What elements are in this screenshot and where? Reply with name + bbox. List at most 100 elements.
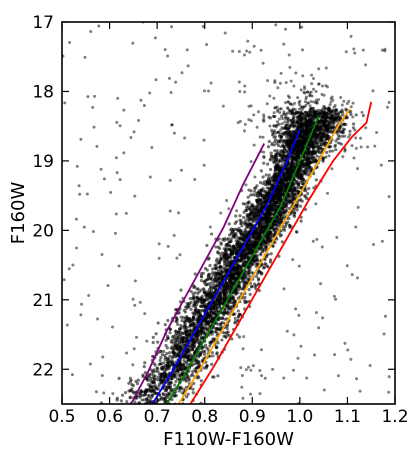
scatter-point	[127, 411, 130, 414]
scatter-point	[266, 221, 270, 225]
scatter-point	[177, 311, 181, 315]
scatter-point	[274, 164, 278, 169]
scatter-point	[173, 355, 178, 359]
scatter-point	[193, 358, 197, 362]
scatter-point	[285, 139, 289, 143]
scatter-point	[215, 257, 219, 261]
scatter-point	[167, 381, 171, 385]
scatter-point	[186, 392, 190, 396]
scatter-point	[268, 167, 273, 172]
scatter-point	[247, 219, 251, 223]
scatter-point	[131, 410, 134, 413]
scatter-point	[292, 150, 296, 154]
scatter-point	[221, 287, 225, 291]
scatter-point	[151, 340, 155, 345]
scatter-point	[286, 220, 290, 224]
scatter-point	[276, 139, 281, 143]
scatter-point	[294, 155, 298, 159]
scatter-point	[233, 316, 237, 321]
scatter-point	[277, 199, 282, 203]
scatter-point	[131, 410, 134, 413]
scatter-point	[282, 177, 286, 182]
scatter-point	[349, 112, 353, 116]
scatter-point	[254, 274, 259, 278]
scatter-point	[196, 287, 200, 291]
scatter-point	[140, 409, 143, 412]
scatter-point	[205, 277, 210, 281]
scatter-point	[248, 274, 252, 278]
scatter-point	[284, 205, 289, 209]
scatter-point	[249, 193, 253, 197]
scatter-point	[156, 378, 160, 382]
scatter-point	[158, 350, 163, 354]
scatter-point	[284, 184, 288, 189]
scatter-point	[314, 178, 318, 182]
scatter-point	[302, 179, 306, 183]
scatter-point	[250, 240, 254, 244]
scatter-point	[218, 328, 222, 332]
scatter-point	[261, 218, 265, 222]
scatter-point	[203, 266, 208, 271]
scatter-point	[230, 294, 234, 298]
scatter-point	[149, 385, 153, 389]
scatter-point	[307, 186, 311, 191]
scatter-point	[266, 162, 270, 166]
scatter-point	[167, 363, 171, 367]
scatter-point	[173, 383, 177, 387]
scatter-point	[312, 186, 316, 190]
scatter-point	[170, 397, 174, 402]
scatter-point	[251, 193, 255, 197]
scatter-point	[206, 327, 210, 332]
scatter-point	[210, 267, 215, 271]
scatter-point	[211, 337, 215, 341]
scatter-point	[272, 212, 276, 216]
scatter-point	[210, 362, 214, 366]
scatter-point	[244, 226, 249, 230]
scatter-point	[292, 189, 296, 193]
scatter-point	[169, 377, 173, 381]
scatter-point	[227, 277, 232, 281]
scatter-point	[182, 308, 186, 312]
scatter-point	[286, 192, 290, 197]
scatter-point	[214, 327, 219, 331]
scatter-point	[163, 370, 167, 374]
scatter-point	[174, 316, 178, 320]
scatter-point	[233, 255, 237, 260]
scatter-point	[281, 206, 285, 210]
scatter-point	[218, 265, 222, 269]
scatter-point	[163, 323, 167, 327]
scatter-point	[222, 295, 227, 299]
scatter-point	[159, 355, 163, 360]
scatter-point	[198, 341, 202, 345]
scatter-point	[205, 243, 209, 248]
scatter-point	[159, 395, 163, 399]
scatter-point	[267, 177, 271, 181]
scatter-point	[243, 202, 247, 206]
scatter-point	[244, 229, 248, 233]
scatter-point	[160, 353, 164, 357]
scatter-point	[214, 245, 218, 249]
scatter-point	[176, 322, 180, 327]
scatter-point	[237, 284, 241, 289]
scatter-point	[211, 283, 216, 287]
scatter-point	[219, 317, 223, 321]
scatter-point	[199, 352, 203, 356]
scatter-point	[127, 381, 131, 385]
scatter-point	[218, 246, 222, 251]
scatter-point	[162, 361, 166, 365]
scatter-point	[219, 272, 223, 276]
scatter-point	[262, 265, 267, 269]
scatter-point	[182, 358, 186, 363]
scatter-point	[189, 307, 193, 311]
scatter-point	[192, 318, 196, 322]
scatter-point	[146, 374, 150, 379]
scatter-point	[210, 232, 214, 236]
scatter-point	[135, 381, 140, 386]
scatter-point	[250, 236, 254, 240]
scatter-point	[259, 169, 263, 173]
scatter-point	[179, 323, 183, 328]
scatter-point	[159, 367, 163, 371]
scatter-point	[275, 217, 279, 221]
scatter-point	[226, 333, 230, 337]
scatter-point	[223, 307, 227, 311]
